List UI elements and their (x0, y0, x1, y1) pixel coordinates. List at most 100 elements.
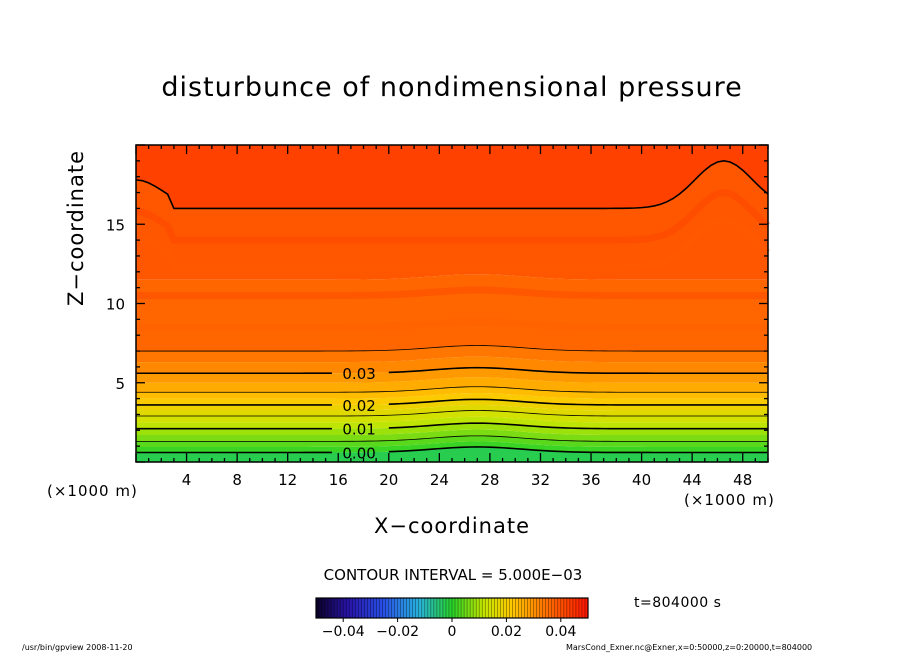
colorbar-cell (385, 598, 389, 618)
band-6-a (136, 356, 768, 374)
colorbar-tick-label: −0.02 (376, 624, 419, 640)
colorbar-cell (458, 598, 462, 618)
colorbar-tick-label: −0.04 (322, 624, 365, 640)
contour-label: 0.00 (342, 444, 375, 462)
colorbar-cell (467, 598, 471, 618)
band-5-b (136, 367, 768, 383)
colorbar-cell (343, 598, 347, 618)
colorbar-cell (455, 598, 459, 618)
colorbar-cell (503, 598, 507, 618)
colorbar-cell (388, 598, 392, 618)
colorbar-cell (442, 598, 447, 618)
x-tick-label: 44 (683, 471, 702, 489)
colorbar-tick-label: 0.04 (545, 624, 576, 640)
y-tick-label: 15 (106, 216, 125, 234)
colorbar-cell (403, 598, 407, 618)
colorbar-cell (560, 598, 565, 618)
colorbar-cell (539, 598, 543, 618)
contour-label: 0.01 (342, 421, 375, 439)
colorbar-cell (325, 598, 329, 618)
colorbar-cell (479, 598, 483, 618)
colorbar-cell (557, 598, 562, 618)
colorbar-cell (382, 598, 386, 618)
shade-stripe (135, 215, 771, 271)
x-axis-label: X−coordinate (374, 514, 530, 538)
x-axis-unit: (×1000 m) (684, 491, 775, 509)
colorbar-cell (433, 598, 438, 618)
contour-line-0.03 (388, 366, 768, 375)
band-4-a (136, 393, 768, 405)
band-7-a (136, 274, 768, 352)
colorbar-cell (430, 598, 435, 618)
colorbar-cell (445, 598, 450, 618)
band-6-b (136, 345, 768, 363)
colorbar-cell (563, 598, 568, 618)
colorbar-cell (515, 598, 519, 618)
colorbar-cell (548, 598, 553, 618)
footer-source: MarsCond_Exner.nc@Exner,x=0:50000,z=0:20… (566, 643, 813, 652)
colorbar-cell (461, 598, 465, 618)
colorbar-cell (352, 598, 356, 618)
contour-label: 0.03 (342, 365, 375, 383)
colorbar-tick-label: 0.02 (491, 624, 522, 640)
colorbar-cell (370, 598, 374, 618)
colorbar-cell (448, 598, 453, 618)
shade-stripe (136, 286, 768, 300)
contour-line-0.01 (388, 422, 768, 430)
colorbar-cell (436, 598, 441, 618)
contour-line-0 (388, 446, 768, 454)
x-tick-label: 32 (531, 471, 550, 489)
contour-line-0.04 (135, 160, 769, 210)
colorbar-cell (346, 598, 350, 618)
x-tick-label: 28 (480, 471, 499, 489)
band-1-a (136, 429, 768, 442)
contour-line-0.005 (136, 435, 768, 442)
colorbar-cell (406, 598, 410, 618)
colorbar-cell (518, 598, 522, 618)
band-7-b (136, 160, 768, 280)
colorbar-cell (506, 598, 510, 618)
contour-label: 0.02 (342, 397, 375, 415)
contour-lines: 0.00 0.01 0.02 0.03 (135, 160, 769, 462)
colorbar-cell (575, 598, 580, 618)
contour-line-0.015 (136, 410, 768, 417)
x-tick-label: 8 (232, 471, 242, 489)
colorbar-cell (415, 598, 420, 618)
colorbar-cell (581, 598, 586, 618)
colorbar-cell (376, 598, 380, 618)
contour-line-0.035 (136, 345, 768, 352)
y-tick-label: 5 (115, 375, 125, 393)
colorbar-cell (524, 598, 528, 618)
colorbar-cell (452, 598, 456, 618)
colorbar-cell (361, 598, 365, 618)
colorbar-cell (542, 598, 546, 618)
y-axis-label: Z−coordinate (64, 150, 88, 306)
filled-bands (135, 145, 771, 462)
x-tick-label: 36 (581, 471, 600, 489)
contour-interval-text: CONTOUR INTERVAL = 5.000E−03 (323, 566, 583, 584)
band-below-0 (136, 446, 768, 462)
colorbar-cell (349, 598, 353, 618)
colorbar-cell (328, 598, 332, 618)
colorbar-cell (367, 598, 371, 618)
band-1-b (136, 423, 768, 436)
x-tick-label: 16 (329, 471, 348, 489)
band-3-a (136, 404, 768, 417)
colorbar-cell (322, 598, 326, 618)
band-5-a (136, 377, 768, 393)
colorbar-cell (397, 598, 401, 618)
colorbar-cell (358, 598, 362, 618)
colorbar-cell (373, 598, 377, 618)
x-tick-label: 40 (632, 471, 651, 489)
colorbar-cell (409, 598, 414, 618)
colorbar-cell (521, 598, 525, 618)
colorbar-cell (355, 598, 359, 618)
colorbar-cell (473, 598, 477, 618)
colorbar-cell (364, 598, 368, 618)
colorbar-cell (394, 598, 398, 618)
band-2-a (136, 416, 768, 429)
footer-command: /usr/bin/gpview 2008-11-20 (22, 643, 133, 652)
y-axis-unit: (×1000 m) (47, 482, 138, 500)
